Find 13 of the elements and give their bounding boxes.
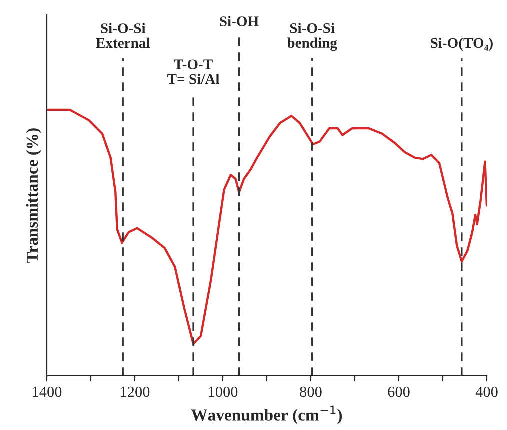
- ref-line-label: Si-O-Si bending: [287, 23, 338, 52]
- x-axis-title: Wavenumber (cm$^{−1}$): [191, 406, 342, 424]
- x-tick-label: 800: [300, 386, 322, 398]
- ref-line-label: T-O-T T= Si/Al: [168, 60, 220, 84]
- x-tick-label: 400: [476, 386, 498, 398]
- x-tick-label: 1400: [33, 386, 62, 398]
- ref-line-label: Si-OH: [220, 16, 259, 26]
- x-tick-label: 1200: [121, 386, 150, 398]
- x-tick-label: 1000: [209, 386, 238, 398]
- ref-line-label: Si-O-Si External: [96, 23, 150, 48]
- ref-line-label: Si-O(TO₄): [431, 38, 493, 52]
- y-axis-title: Transmittance (%): [26, 128, 42, 263]
- x-tick-label: 600: [388, 386, 410, 398]
